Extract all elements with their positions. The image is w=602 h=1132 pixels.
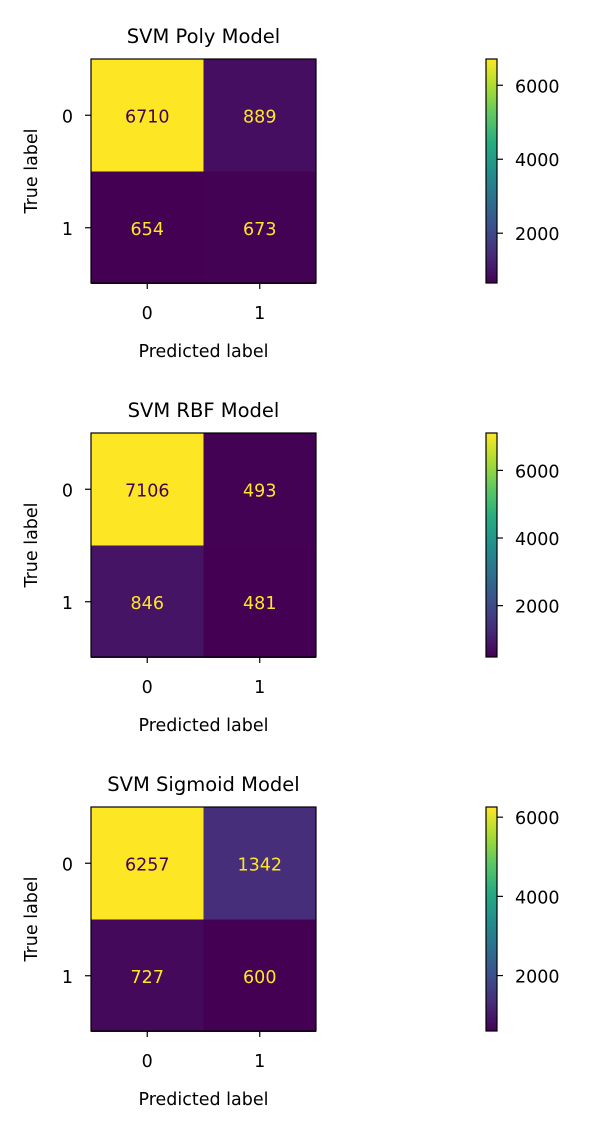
heatmap-cell-0-0 — [91, 807, 204, 920]
x-axis-label: Predicted label — [138, 716, 268, 736]
confusion-matrix-panel-0: SVM Poly Model 6710 889 654 673 0 1 0 1 Predicted… — [22, 25, 560, 362]
cell-value-1-1: 481 — [243, 594, 276, 614]
colorbar — [485, 432, 498, 658]
heatmap-cell-0-0 — [91, 433, 204, 546]
y-tick-label: 1 — [62, 594, 73, 614]
x-tick-label: 0 — [142, 1052, 153, 1072]
cell-value-0-1: 493 — [243, 481, 276, 501]
y-axis-label: True label — [22, 128, 42, 214]
colorbar-tick-label: 6000 — [515, 809, 560, 829]
cell-value-0-1: 889 — [243, 107, 276, 127]
x-axis-label: Predicted label — [138, 342, 268, 362]
heatmap-cell-1-1 — [203, 171, 316, 284]
x-tick-label: 0 — [142, 678, 153, 698]
plot-frame — [90, 806, 317, 1032]
confusion-matrix-panel-1: SVM RBF Model 7106 493 846 481 0 1 0 1 Predicted … — [22, 399, 560, 736]
cell-value-0-0: 7106 — [125, 481, 170, 501]
plot-frame — [90, 432, 317, 658]
y-axis-label: True label — [22, 876, 42, 962]
colorbar-tick-label: 2000 — [515, 225, 560, 245]
heatmap-cell-1-0 — [91, 919, 204, 1032]
colorbar-tick-label: 2000 — [515, 598, 560, 618]
x-tick-label: 0 — [142, 304, 153, 324]
heatmap-cell-0-1 — [203, 59, 316, 172]
heatmap-cell-0-0 — [91, 59, 204, 172]
colorbar — [485, 806, 498, 1032]
cell-value-0-0: 6710 — [125, 107, 170, 127]
heatmap-cell-1-1 — [203, 919, 316, 1032]
y-tick-label: 0 — [62, 481, 73, 501]
colorbar-tick-label: 4000 — [515, 151, 560, 171]
colorbar-tick-label: 4000 — [515, 530, 560, 550]
cell-value-1-1: 673 — [243, 220, 276, 240]
colorbar-tick-label: 6000 — [515, 462, 560, 482]
cell-value-0-1: 1342 — [237, 855, 282, 875]
heatmap-cell-0-1 — [203, 807, 316, 920]
chart-title: SVM Poly Model — [127, 25, 280, 48]
cell-value-1-0: 846 — [131, 594, 164, 614]
cell-value-0-0: 6257 — [125, 855, 170, 875]
colorbar-tick-label: 6000 — [515, 77, 560, 97]
heatmap-cell-1-1 — [203, 545, 316, 658]
cell-value-1-0: 654 — [131, 220, 164, 240]
y-tick-label: 1 — [62, 220, 73, 240]
heatmap-cell-0-1 — [203, 433, 316, 546]
x-axis-label: Predicted label — [138, 1090, 268, 1110]
heatmap-cell-1-0 — [91, 171, 204, 284]
colorbar-tick-label: 4000 — [515, 888, 560, 908]
x-tick-label: 1 — [254, 304, 265, 324]
x-tick-label: 1 — [254, 678, 265, 698]
cell-value-1-0: 727 — [131, 968, 164, 988]
y-axis-label: True label — [22, 502, 42, 588]
colorbar-tick-label: 2000 — [515, 968, 560, 988]
x-tick-label: 1 — [254, 1052, 265, 1072]
cell-value-1-1: 600 — [243, 968, 276, 988]
plot-frame — [90, 58, 317, 284]
y-tick-label: 1 — [62, 968, 73, 988]
colorbar — [485, 58, 498, 284]
y-tick-label: 0 — [62, 107, 73, 127]
chart-title: SVM RBF Model — [128, 399, 280, 422]
heatmap-cell-1-0 — [91, 545, 204, 658]
y-tick-label: 0 — [62, 855, 73, 875]
chart-title: SVM Sigmoid Model — [107, 773, 299, 796]
